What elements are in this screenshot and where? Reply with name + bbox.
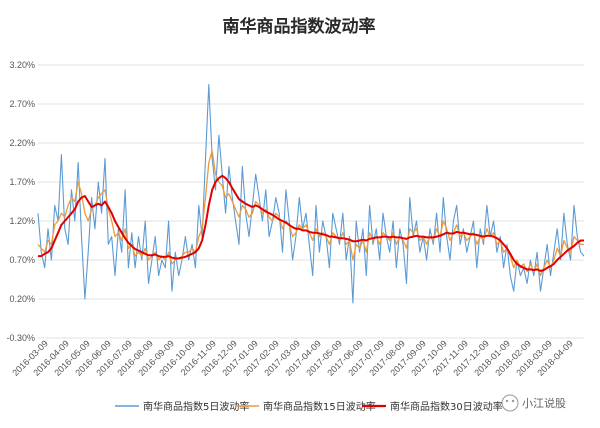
- legend: 南华商品指数5日波动率 南华商品指数15日波动率 南华商品指数30日波动率: [115, 400, 503, 413]
- series-line-2: [37, 150, 584, 277]
- wechat-icon-eye: [505, 399, 509, 403]
- y-tick-label: 1.70%: [9, 177, 35, 187]
- legend-label: 南华商品指数15日波动率: [263, 400, 376, 413]
- y-tick-label: 3.20%: [9, 60, 35, 70]
- series-line-1: [37, 83, 585, 304]
- y-axis-ticks: 3.20% 2.70% 2.20% 1.70% 1.20% 0.70% 0.20% -0.30…: [6, 60, 35, 343]
- wechat-icon-eye: [511, 399, 515, 403]
- gridlines: [38, 64, 584, 339]
- legend-label: 南华商品指数5日波动率: [143, 400, 249, 413]
- series-line-3: [38, 174, 584, 272]
- wechat-icon: [501, 394, 519, 412]
- y-tick-label: -0.30%: [6, 333, 35, 343]
- chart-title: 南华商品指数波动率: [223, 16, 376, 37]
- y-tick-label: 2.70%: [9, 99, 35, 109]
- y-tick-label: 2.20%: [9, 138, 35, 148]
- series-lines: [37, 83, 585, 304]
- y-tick-label: 0.20%: [9, 294, 35, 304]
- x-axis-ticks: 2016-03-092016-04-092016-05-092016-06-09…: [10, 338, 575, 378]
- y-tick-label: 1.20%: [9, 216, 35, 226]
- legend-label: 南华商品指数30日波动率: [390, 400, 503, 413]
- watermark-text: 小江说股: [522, 396, 566, 410]
- watermark: 小江说股: [501, 394, 566, 412]
- y-tick-label: 0.70%: [9, 255, 35, 265]
